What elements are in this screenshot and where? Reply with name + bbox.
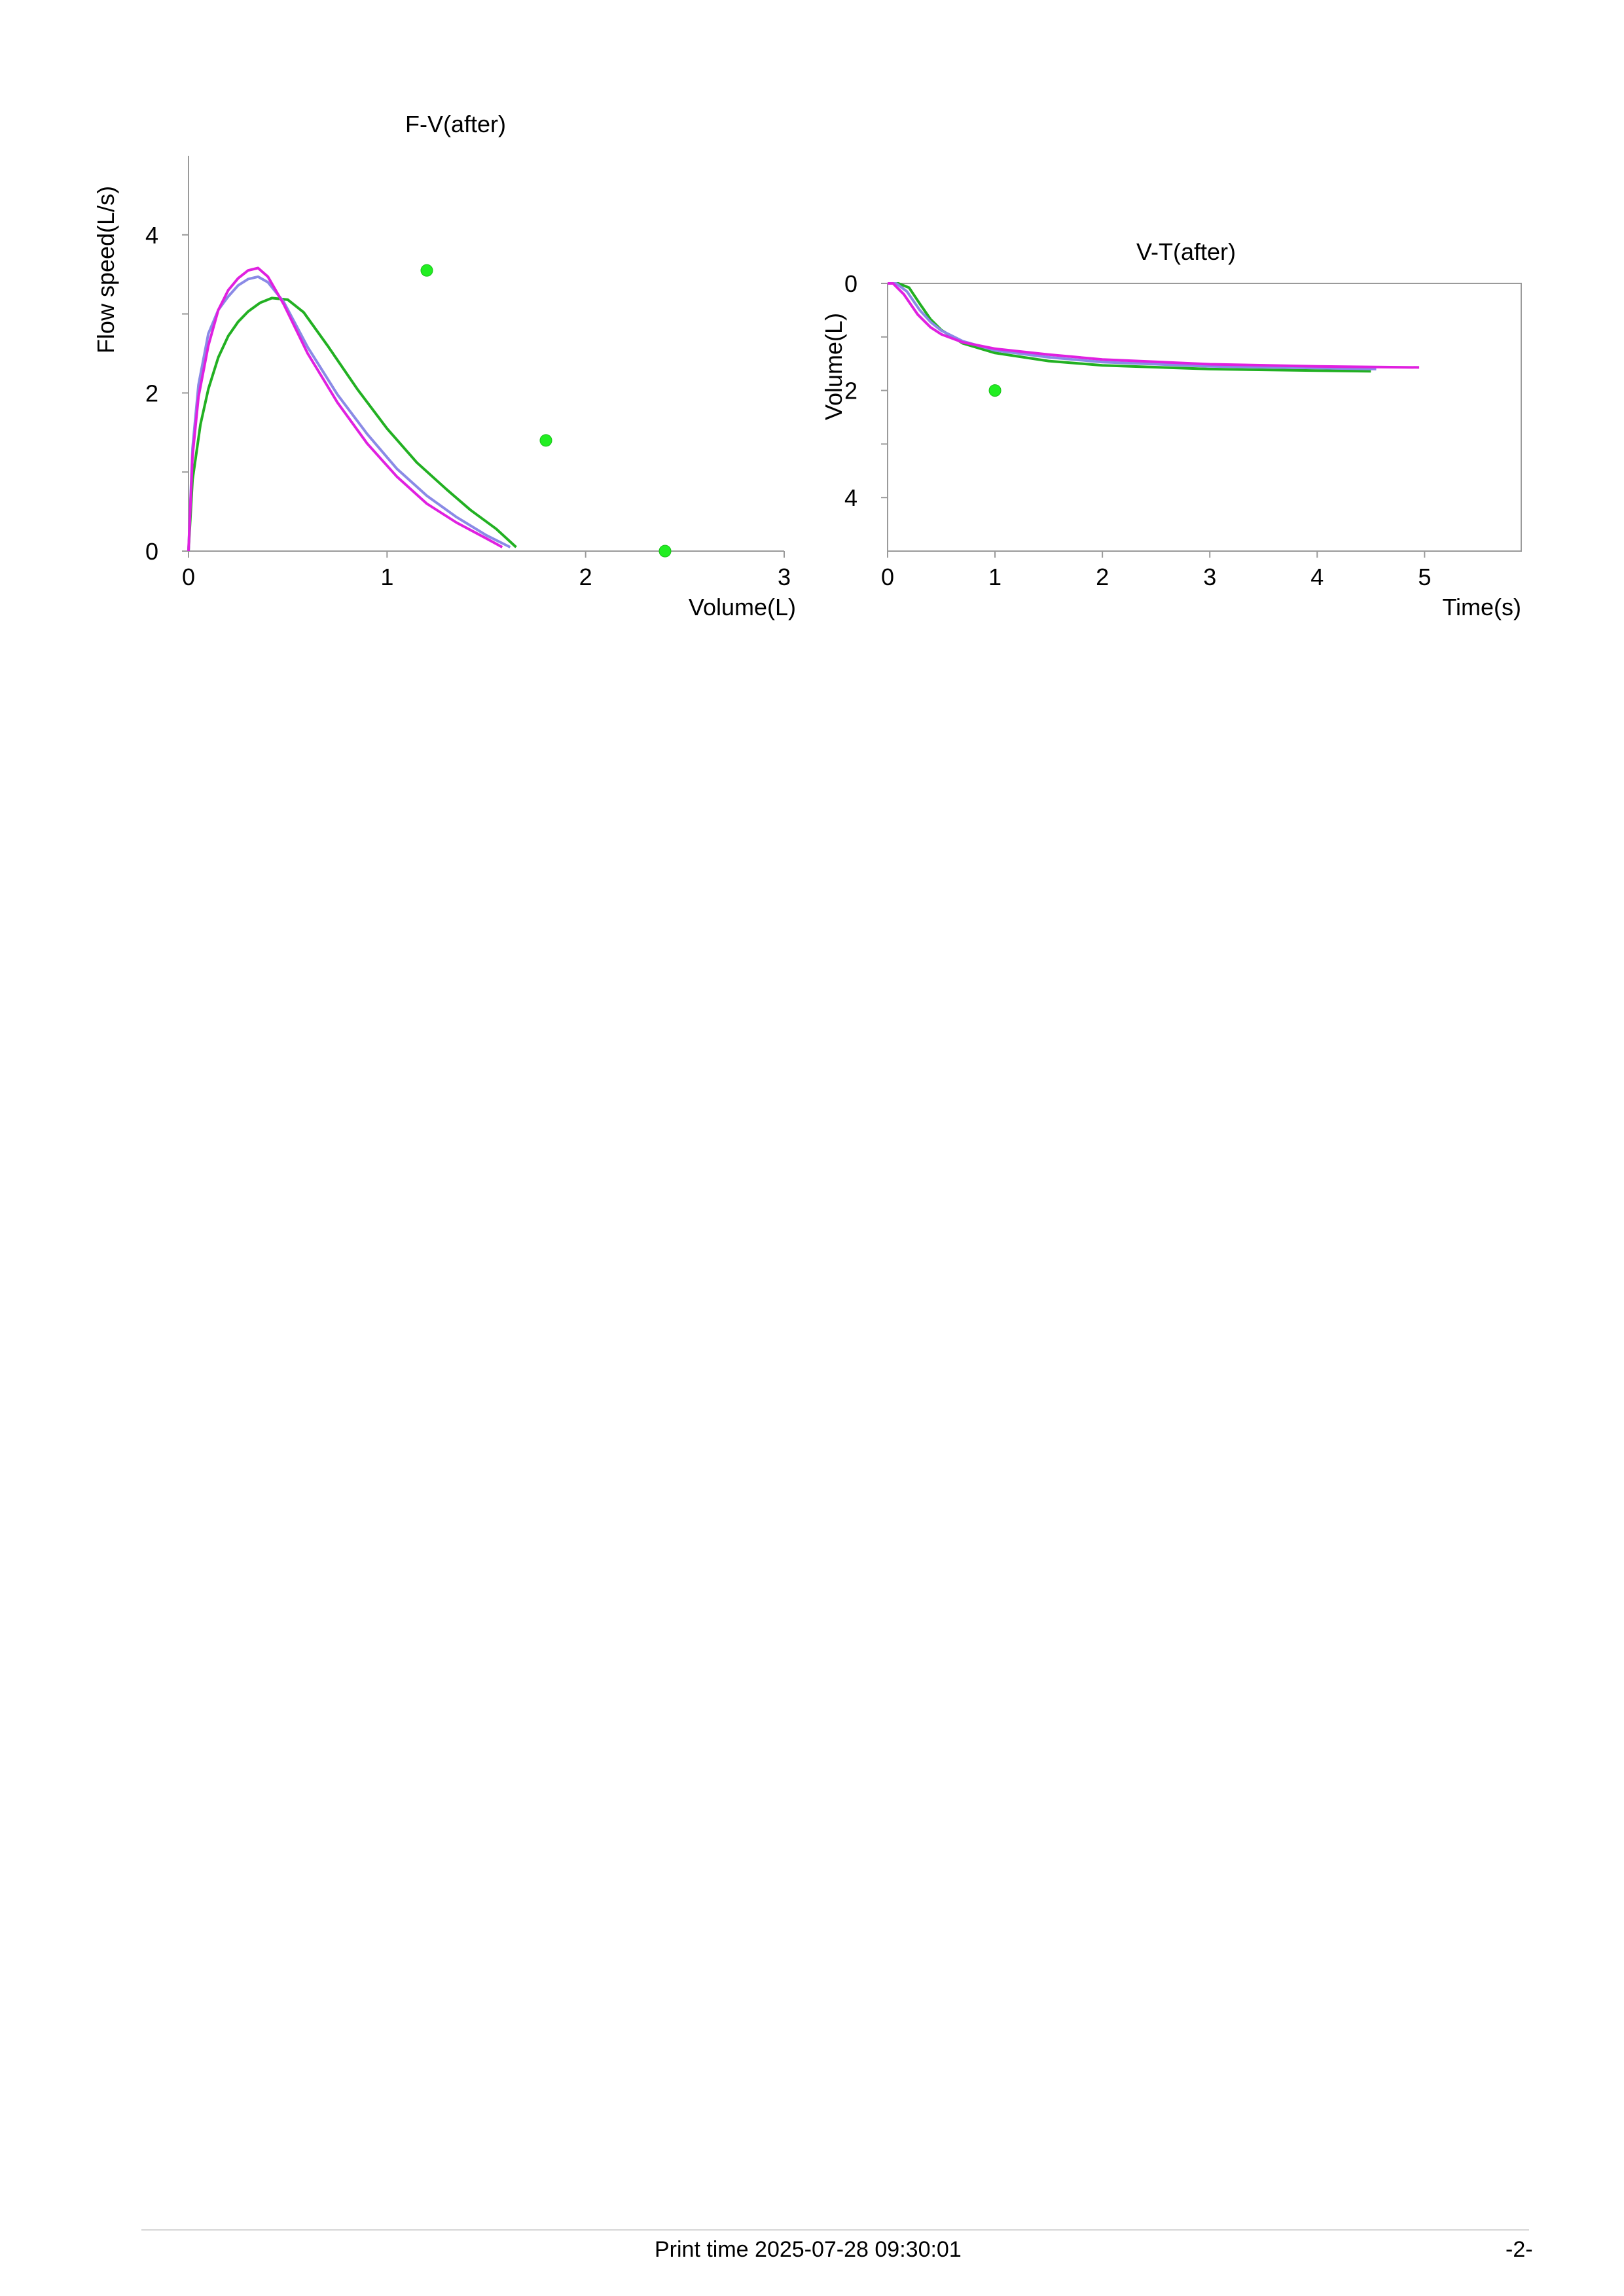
predicted-marker (420, 264, 433, 277)
series-line-2 (187, 275, 511, 552)
y-axis-title: Volume(L) (820, 313, 847, 420)
chart-title: F-V(after) (405, 111, 506, 137)
chart-title: V-T(after) (1136, 238, 1236, 265)
x-tick-label: 2 (1096, 564, 1109, 590)
plot-frame (887, 283, 1522, 552)
y-tick-label: 4 (145, 222, 158, 249)
x-tick-label: 0 (881, 564, 894, 590)
predicted-marker (539, 434, 552, 447)
series-line-1 (888, 282, 1371, 373)
page-number: -2- (1506, 2237, 1533, 2262)
series-line-3 (888, 282, 1420, 369)
x-tick-label: 0 (182, 564, 195, 590)
series-line-3 (187, 266, 503, 552)
x-tick-label: 3 (778, 564, 791, 590)
predicted-marker (659, 545, 672, 558)
x-axis-title: Time(s) (1442, 594, 1521, 620)
y-tick-label: 2 (844, 378, 857, 404)
x-tick-label: 4 (1310, 564, 1324, 590)
print-time-label: Print time 2025-07-28 09:30:01 (655, 2237, 962, 2262)
x-tick-label: 1 (988, 564, 1001, 590)
y-tick-label: 0 (844, 270, 857, 297)
y-tick-label: 0 (145, 538, 158, 565)
x-tick-label: 5 (1418, 564, 1431, 590)
y-tick-label: 2 (145, 380, 158, 406)
x-tick-label: 3 (1203, 564, 1216, 590)
footer-divider (141, 2229, 1529, 2231)
x-tick-label: 1 (380, 564, 393, 590)
series-line-2 (888, 282, 1377, 370)
y-tick-label: 4 (844, 484, 857, 511)
chart-2: 0 1 2 3 4 5 0 2 4 V-T(after) Time(s) Volume(L) (820, 238, 1522, 620)
y-axis-title: Flow speed(L/s) (92, 186, 119, 353)
chart-1: 0 1 2 3 0 2 4 F-V(after) Volume(L) Flow speed(L/s… (92, 111, 796, 620)
x-axis-title: Volume(L) (689, 594, 796, 620)
predicted-marker (988, 384, 1001, 397)
x-tick-label: 2 (579, 564, 592, 590)
